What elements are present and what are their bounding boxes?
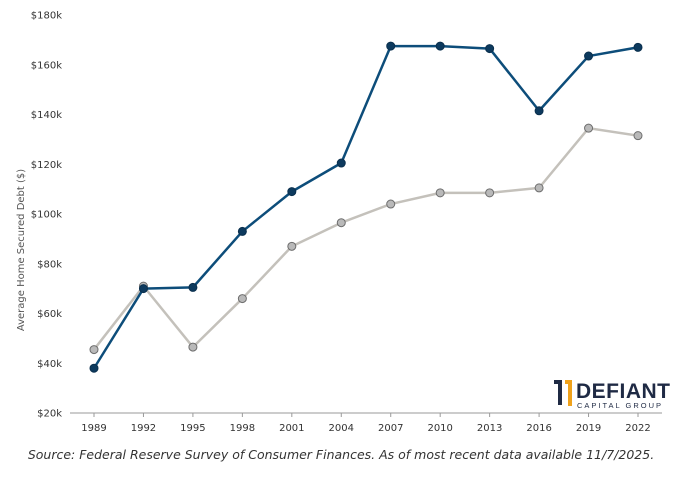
series-2-point [287, 241, 297, 251]
series-1-point [386, 41, 396, 51]
y-tick-label: $100k [31, 210, 62, 221]
series-1-point [287, 187, 297, 197]
logo-mark-icon [554, 380, 562, 405]
series-2-point [633, 131, 643, 141]
series-2-point [584, 123, 594, 133]
x-tick-label: 2022 [625, 423, 650, 434]
x-tick-label: 2016 [526, 423, 551, 434]
series-1-point [485, 44, 495, 54]
series-2-point [386, 199, 396, 209]
series-1-point [89, 363, 99, 373]
series-1-point [188, 282, 198, 292]
x-tick-label: 2004 [329, 423, 354, 434]
y-tick-label: $160k [31, 60, 62, 71]
x-axis: 1989 1992 1995 1998 2001 2004 2007 2010 2013 2016… [70, 412, 662, 434]
x-tick-label: 2007 [378, 423, 403, 434]
defiant-logo: DEFIANT CAPITAL GROUP [554, 380, 671, 410]
series-1-point [633, 42, 643, 52]
y-tick-label: $60k [37, 309, 62, 320]
series-2-point [237, 294, 247, 304]
series-1-point [336, 158, 346, 168]
logo-name: DEFIANT [576, 380, 671, 403]
series-2-point [485, 188, 495, 198]
x-tick-label: 2010 [427, 423, 452, 434]
series-2-point [336, 218, 346, 228]
series-1-point [138, 284, 148, 294]
series-line-1 [92, 44, 639, 369]
source-note: Source: Federal Reserve Survey of Consum… [27, 447, 655, 462]
x-tick-label: 2019 [576, 423, 601, 434]
series-line-2 [93, 126, 639, 351]
y-tick-label: $80k [37, 259, 62, 270]
logo-subtitle: CAPITAL GROUP [577, 401, 663, 410]
y-tick-label: $120k [31, 160, 62, 171]
series-2-point [435, 188, 445, 198]
series-2-point [534, 183, 544, 193]
x-tick-label: 1989 [81, 423, 106, 434]
series-1-point [534, 106, 544, 116]
x-tick-label: 1998 [230, 423, 255, 434]
x-tick-label: 2013 [477, 423, 502, 434]
x-tick-label: 2001 [279, 423, 304, 434]
series-2-point [89, 345, 99, 355]
y-tick-label: $40k [37, 359, 62, 370]
y-tick-label: $180k [31, 11, 62, 22]
series-1-point [435, 41, 445, 51]
y-tick-label: $140k [31, 110, 62, 121]
series-2-point [188, 342, 198, 352]
y-axis-tick-labels: $20k $40k $60k $80k $100k $120k $140k $160k $180… [31, 11, 62, 420]
y-tick-label: $20k [37, 409, 62, 420]
series-1-point [584, 51, 594, 61]
series-layer [89, 41, 643, 373]
series-1-point [237, 226, 247, 236]
y-axis-label: Average Home Secured Debt ($) [16, 169, 27, 331]
logo-accent-icon [565, 380, 572, 406]
x-tick-label: 1992 [131, 423, 156, 434]
x-tick-label: 1995 [180, 423, 205, 434]
